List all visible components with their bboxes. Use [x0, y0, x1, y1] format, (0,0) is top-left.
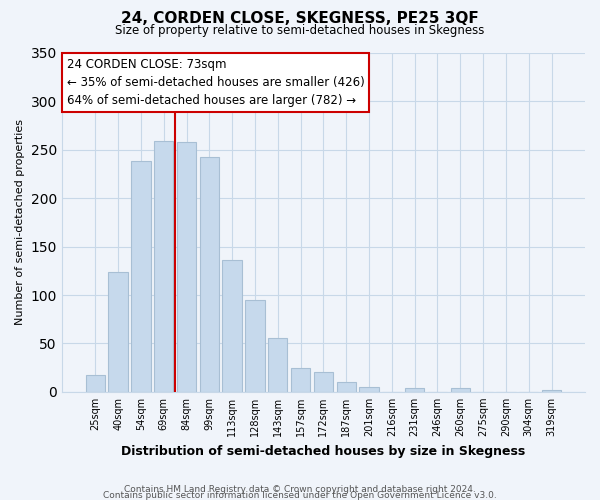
Text: Contains HM Land Registry data © Crown copyright and database right 2024.: Contains HM Land Registry data © Crown c…: [124, 484, 476, 494]
Bar: [154, 141, 173, 392]
Y-axis label: Number of semi-detached properties: Number of semi-detached properties: [15, 120, 25, 326]
X-axis label: Distribution of semi-detached houses by size in Skegness: Distribution of semi-detached houses by …: [121, 444, 526, 458]
Bar: [200, 156, 219, 392]
Bar: [131, 162, 151, 392]
Bar: [177, 142, 196, 392]
Bar: [223, 260, 242, 392]
Bar: [359, 387, 379, 392]
Bar: [268, 338, 287, 392]
Bar: [245, 300, 265, 392]
Bar: [405, 388, 424, 392]
Bar: [337, 382, 356, 392]
Text: 24 CORDEN CLOSE: 73sqm
← 35% of semi-detached houses are smaller (426)
64% of se: 24 CORDEN CLOSE: 73sqm ← 35% of semi-det…: [67, 58, 365, 107]
Bar: [314, 372, 333, 392]
Bar: [291, 368, 310, 392]
Bar: [86, 376, 105, 392]
Bar: [109, 272, 128, 392]
Text: Size of property relative to semi-detached houses in Skegness: Size of property relative to semi-detach…: [115, 24, 485, 37]
Bar: [542, 390, 561, 392]
Bar: [451, 388, 470, 392]
Text: Contains public sector information licensed under the Open Government Licence v3: Contains public sector information licen…: [103, 491, 497, 500]
Text: 24, CORDEN CLOSE, SKEGNESS, PE25 3QF: 24, CORDEN CLOSE, SKEGNESS, PE25 3QF: [121, 11, 479, 26]
